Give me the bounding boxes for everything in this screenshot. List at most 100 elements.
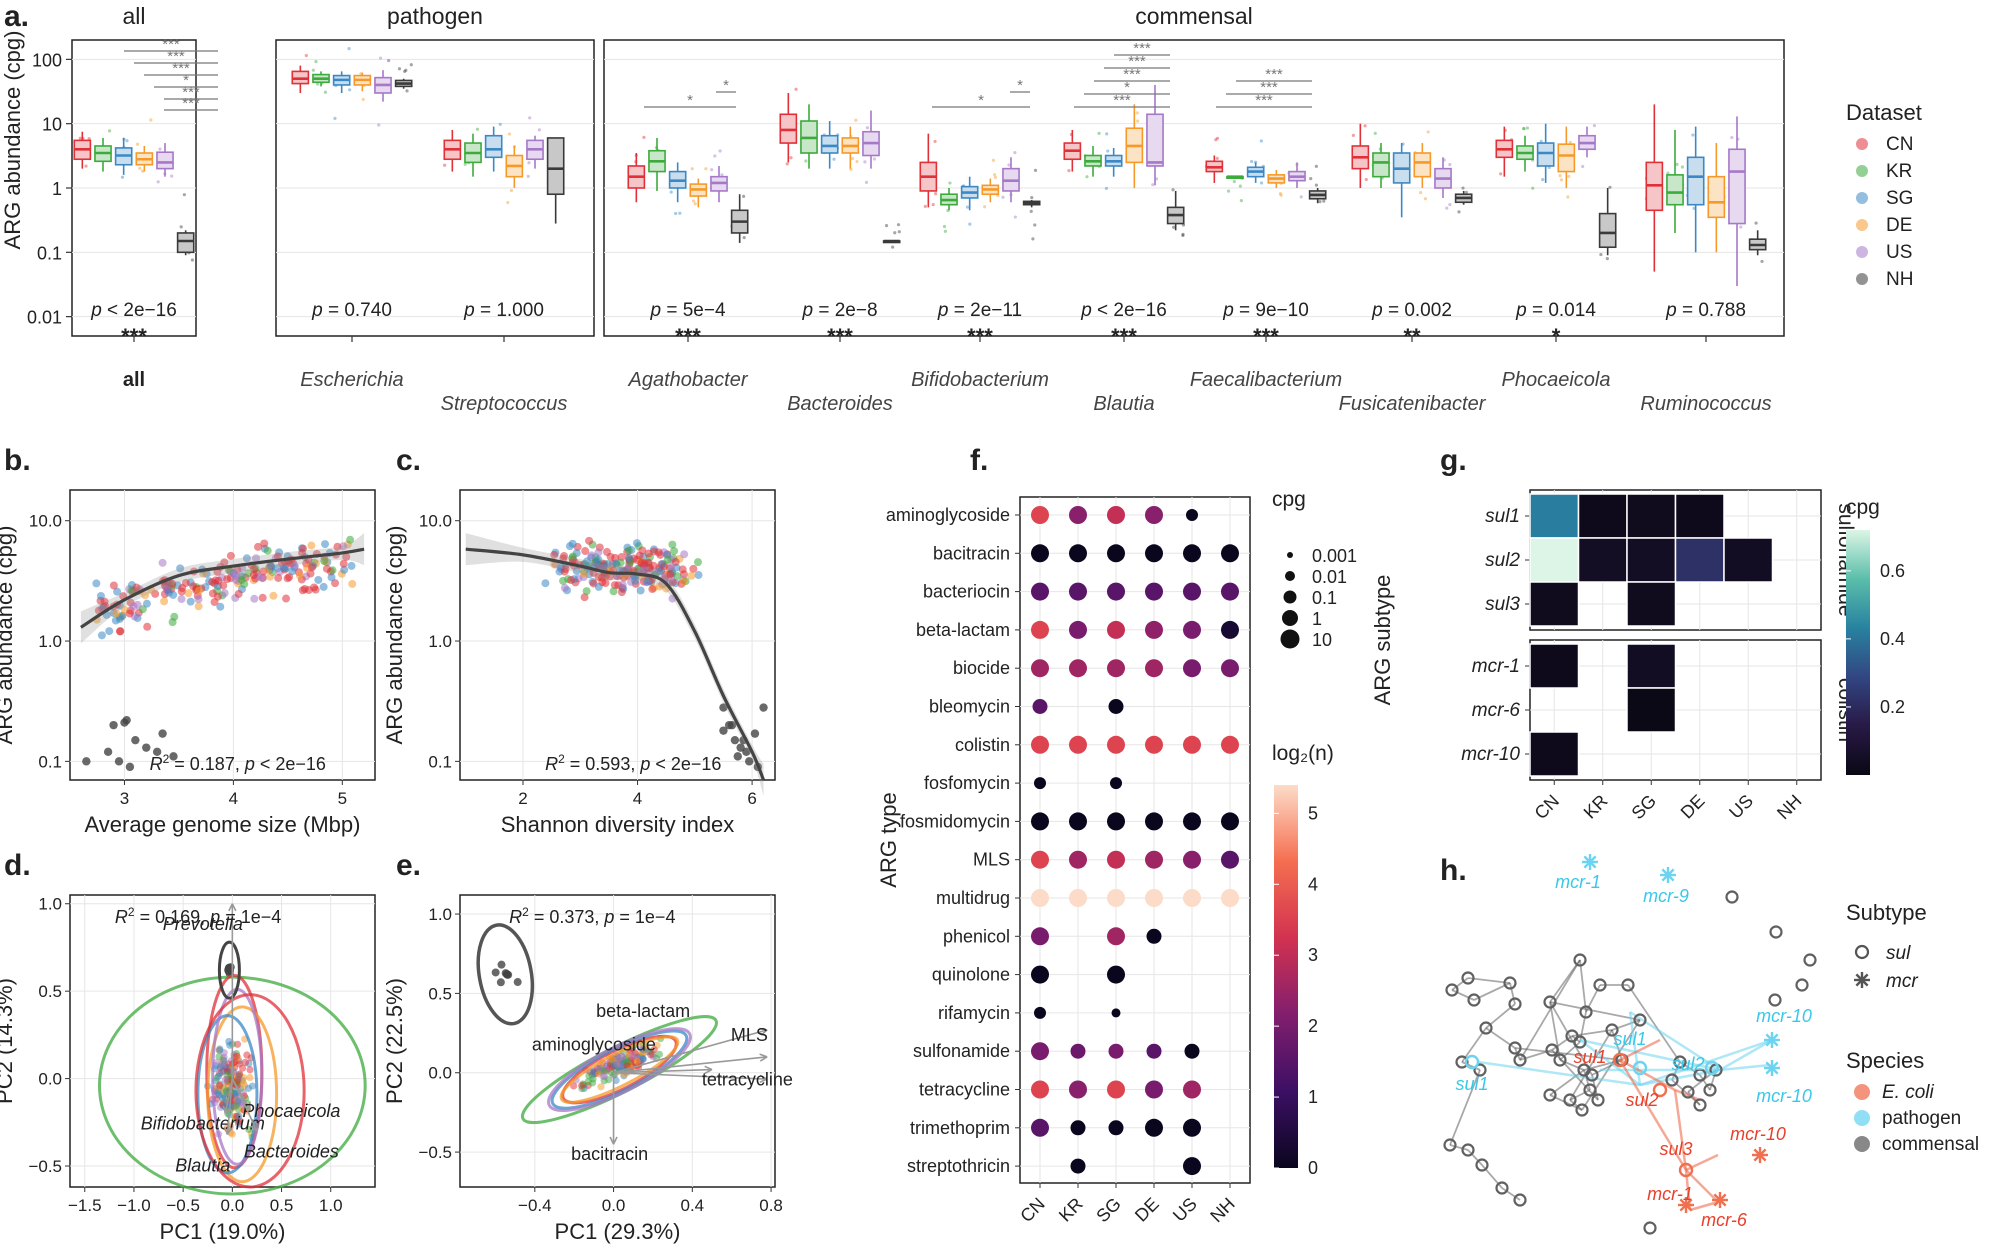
dot: [1108, 1043, 1124, 1059]
data-point: [509, 188, 514, 193]
panel-label: f.: [970, 444, 988, 477]
data-point: [550, 550, 559, 559]
data-point: [233, 1040, 242, 1048]
heat-cell: [1626, 581, 1677, 627]
data-point: [506, 200, 510, 205]
dot: [1145, 582, 1163, 601]
dot: [1070, 1158, 1086, 1174]
legend-swatch: [1854, 1136, 1870, 1152]
data-point: [258, 574, 267, 583]
data-point: [1029, 209, 1033, 213]
dot: [1145, 544, 1163, 563]
data-point: [582, 587, 591, 596]
box: [1536, 142, 1555, 167]
data-point: [250, 564, 259, 573]
data-point: [585, 1072, 593, 1080]
plot-frame: [69, 894, 376, 1188]
row-label: bleomycin: [929, 697, 1010, 717]
data-point: [678, 211, 682, 215]
dot: [1107, 735, 1125, 754]
dot: [1070, 1120, 1086, 1136]
sul-node: [1583, 1083, 1597, 1097]
data-point: [346, 535, 355, 544]
data-point: [463, 162, 467, 166]
mcr-node: [1679, 1198, 1693, 1212]
data-point: [631, 576, 640, 585]
p-symbol: p: [1665, 300, 1677, 321]
data-point: [636, 586, 645, 595]
y-axis-title: PC2 (22.5%): [382, 978, 407, 1104]
dot: [1069, 544, 1087, 563]
dot: [1221, 735, 1239, 754]
y-tick-label: 0.1: [38, 752, 62, 771]
sul-node: [1769, 925, 1783, 939]
p-symbol: p: [1222, 300, 1234, 321]
mcr-node: [1855, 973, 1869, 987]
data-point: [138, 166, 142, 170]
size-legend-label: 1: [1312, 609, 1322, 629]
box: [820, 134, 839, 154]
data-point: [240, 580, 249, 589]
box: [1728, 148, 1746, 225]
p-symbol: p: [90, 300, 102, 321]
r2-symbol: R: [150, 754, 163, 774]
data-point: [125, 609, 134, 618]
dot: [1145, 620, 1163, 639]
dot: [1034, 777, 1046, 790]
data-point: [498, 122, 502, 126]
data-point: [97, 631, 106, 640]
dot: [1183, 1157, 1201, 1176]
p-symbol: p: [240, 754, 255, 774]
data-point: [215, 1091, 223, 1099]
sul-node: [1445, 983, 1459, 997]
sul-node: [1693, 1068, 1707, 1082]
dot: [1183, 1118, 1201, 1137]
sul-node: [1573, 953, 1587, 967]
dot: [1031, 506, 1049, 524]
nh-point: [759, 703, 768, 712]
data-point: [267, 561, 276, 570]
data-point: [217, 1063, 225, 1071]
data-point: [568, 552, 577, 561]
y-tick-label: 0.5: [428, 984, 452, 1003]
data-point: [1013, 215, 1017, 219]
dot: [1221, 659, 1239, 678]
data-point: [235, 1070, 244, 1078]
data-point: [1181, 232, 1185, 236]
data-point: [1181, 233, 1185, 238]
data-point: [993, 173, 997, 177]
arrow-label: MLS: [731, 1025, 768, 1045]
sul-node: [1508, 997, 1522, 1011]
sig-bracket-label: *: [723, 77, 729, 94]
data-point: [177, 587, 186, 596]
nh-point: [114, 757, 124, 766]
data-point: [475, 127, 480, 131]
data-point: [943, 229, 948, 233]
data-point: [650, 1045, 658, 1054]
sul-node: [1768, 993, 1782, 1007]
data-point: [339, 542, 348, 551]
sul-node: [1545, 1043, 1559, 1057]
p-symbol: p: [1080, 300, 1092, 321]
network-edge: [1467, 977, 1511, 984]
box: [1146, 113, 1164, 167]
nh-point: [727, 720, 737, 730]
y-tick-label: 0.5: [38, 982, 62, 1001]
node-label: sul1: [1455, 1074, 1488, 1094]
sig-bracket-label: ***: [1265, 66, 1283, 83]
data-point: [1259, 181, 1264, 185]
nh-point: [142, 743, 151, 752]
p-rest: = 2e−11: [948, 300, 1022, 321]
data-point: [561, 564, 570, 573]
x-tick-label: 3: [120, 789, 129, 808]
nh-point: [745, 757, 754, 766]
dot: [1221, 889, 1239, 907]
x-axis-title: PC1 (29.3%): [555, 1219, 681, 1244]
x-tick-label: 1.0: [319, 1196, 343, 1215]
data-point: [282, 594, 291, 603]
row-label: fosfomycin: [924, 773, 1010, 793]
confidence-ellipse: [559, 1035, 680, 1104]
data-point: [142, 599, 151, 608]
nh-point: [103, 747, 113, 757]
